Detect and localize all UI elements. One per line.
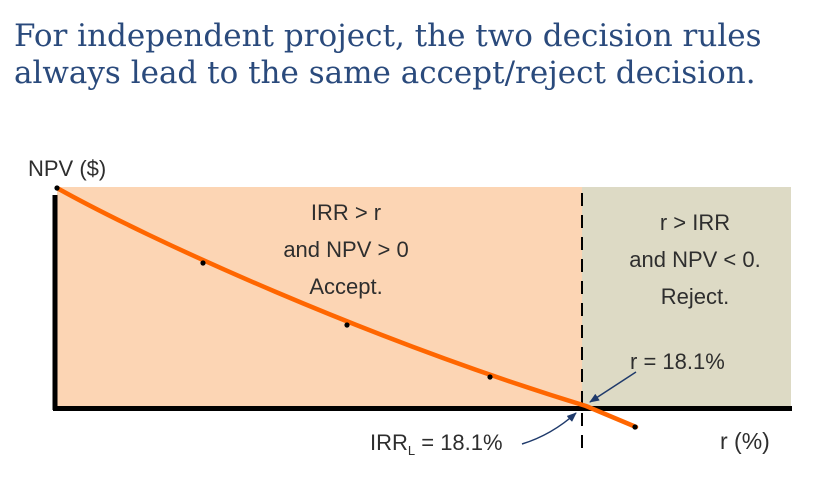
reject-region <box>582 187 791 408</box>
title-line-1: For independent project, the two decisio… <box>14 18 762 54</box>
slide-title: For independent project, the two decisio… <box>14 18 804 92</box>
curve-point <box>200 260 206 266</box>
irr-value: = 18.1% <box>415 430 502 455</box>
x-axis-label: r (%) <box>720 428 770 454</box>
irr-subscript: L <box>408 443 415 458</box>
irr-value-label: IRRL = 18.1% <box>370 430 503 458</box>
r-value-label: r = 18.1% <box>630 349 725 374</box>
accept-line-3: Accept. <box>309 274 382 299</box>
reject-line-3: Reject. <box>661 284 729 309</box>
npv-curve <box>54 185 639 430</box>
irr-prefix: IRR <box>370 430 408 455</box>
curve-point <box>54 185 60 191</box>
accept-region <box>57 187 582 408</box>
accept-line-1: IRR > r <box>311 200 381 225</box>
accept-line-2: and NPV > 0 <box>283 237 408 262</box>
curve-point <box>487 374 493 380</box>
y-axis-label: NPV ($) <box>28 156 106 181</box>
reject-line-2: and NPV < 0. <box>629 247 760 272</box>
title-line-2: always lead to the same accept/reject de… <box>14 55 756 91</box>
curve-point <box>632 424 638 430</box>
r-value-arrow <box>589 371 637 403</box>
reject-line-1: r > IRR <box>660 210 730 235</box>
curve-point <box>344 322 350 328</box>
irr-value-arrow <box>521 412 577 445</box>
